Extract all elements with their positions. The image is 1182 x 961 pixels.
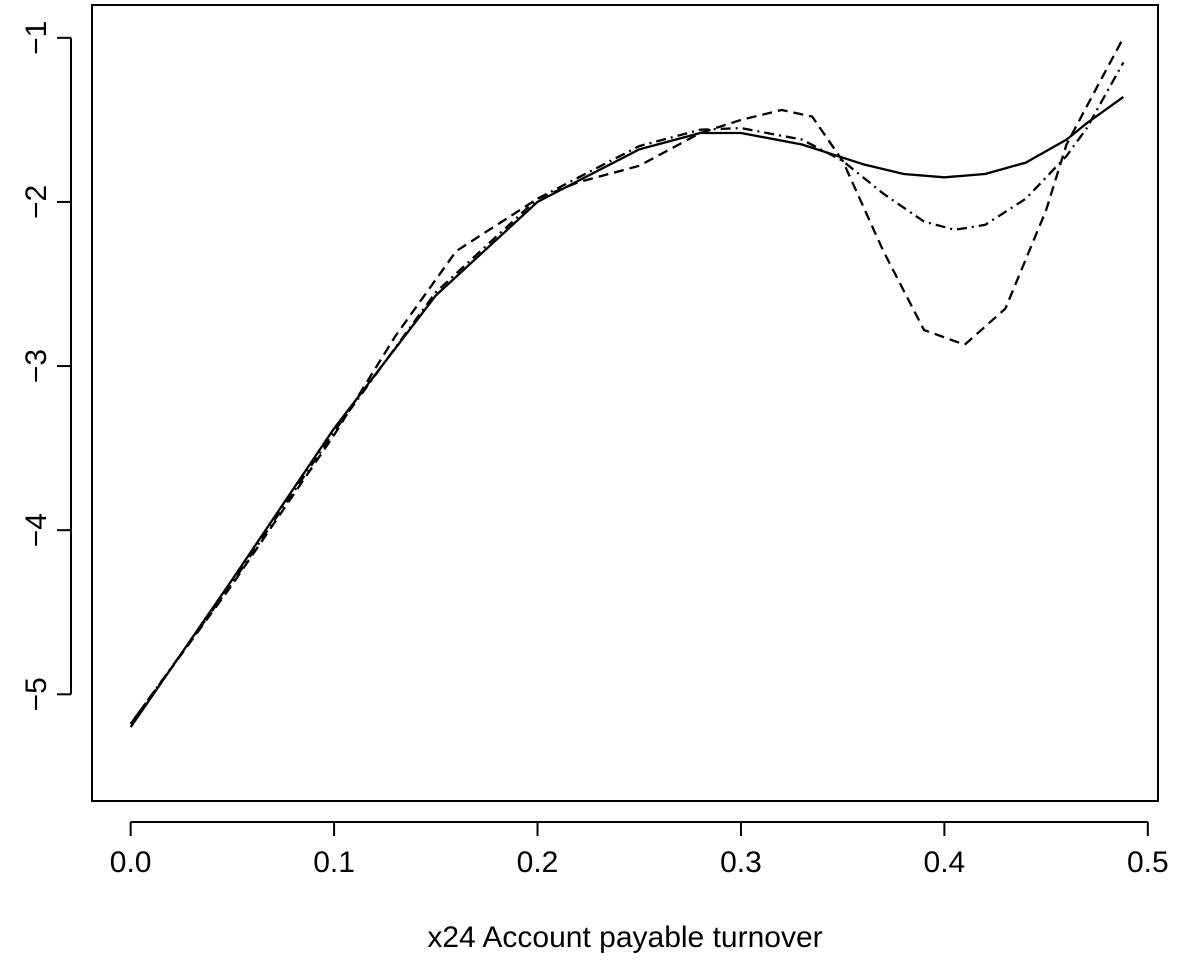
- x-tick-label: 0.3: [720, 846, 762, 879]
- y-tick-label: −4: [20, 513, 53, 547]
- y-tick-label: −1: [20, 21, 53, 55]
- y-axis: −5 −4 −3 −2 −1: [20, 21, 72, 711]
- x-tick-label: 0.4: [924, 846, 966, 879]
- x-axis-title: x24 Account payable turnover: [427, 921, 822, 954]
- y-tick-label: −5: [20, 677, 53, 711]
- x-tick-label: 0.0: [110, 846, 152, 879]
- series-line-dashdot: [129, 61, 1125, 725]
- plot-frame: [91, 4, 1159, 802]
- x-tick-label: 0.1: [313, 846, 355, 879]
- x-axis: 0.0 0.1 0.2 0.3 0.4 0.5: [110, 821, 1169, 879]
- y-tick-label: −2: [20, 185, 53, 219]
- x-tick-label: 0.2: [517, 846, 559, 879]
- series-line-dashed: [129, 37, 1125, 725]
- y-tick-label: −3: [20, 349, 53, 383]
- series-layer: [129, 37, 1125, 728]
- x-tick-label: 0.5: [1127, 846, 1169, 879]
- series-line-solid: [129, 95, 1125, 728]
